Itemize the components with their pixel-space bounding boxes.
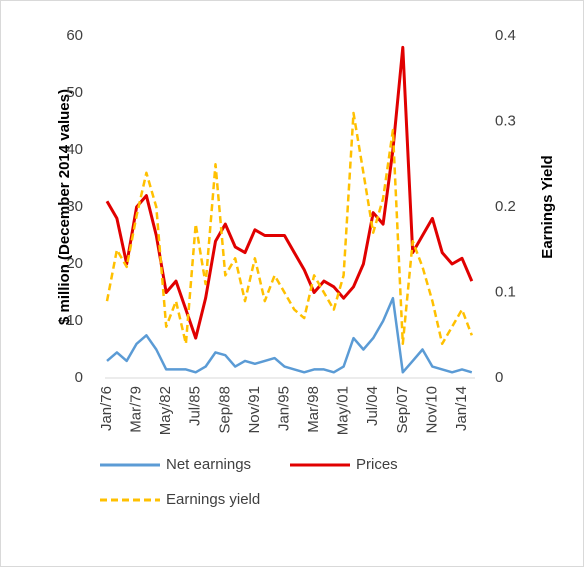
x-tick-label: Jul/04 (364, 386, 381, 426)
x-tick-label: Sep/07 (394, 386, 411, 434)
x-tick-label: Jan/95 (275, 386, 292, 431)
series-line (105, 111, 473, 346)
y-axis-title: $ million (December 2014 values) (56, 89, 73, 325)
series-line (106, 296, 473, 374)
y-tick-label: 60 (66, 27, 83, 44)
y-tick-label: 10 (66, 312, 83, 329)
x-tick-label: Jan/76 (98, 386, 115, 431)
y2-tick-label: 0.4 (495, 27, 516, 44)
y-tick-label: 0 (75, 369, 83, 386)
x-tick-label: Jul/85 (187, 386, 204, 426)
legend-label: Net earnings (166, 456, 251, 473)
y-tick-label: 40 (66, 141, 83, 158)
legend-label: Earnings yield (166, 491, 260, 508)
y2-tick-label: 0.3 (495, 112, 516, 129)
x-tick-label: Nov/91 (246, 386, 263, 434)
x-tick-label: Nov/10 (423, 386, 440, 434)
x-tick-label: May/01 (335, 386, 352, 435)
y2-tick-label: 0 (495, 369, 503, 386)
x-tick-label: May/82 (157, 386, 174, 435)
y-tick-label: 20 (66, 255, 83, 272)
x-tick-label: Sep/88 (216, 386, 233, 434)
series-line (105, 45, 474, 340)
x-tick-label: Jan/14 (453, 386, 470, 431)
legend-label: Prices (356, 456, 398, 473)
y2-tick-label: 0.1 (495, 283, 516, 300)
y-tick-label: 30 (66, 198, 83, 215)
y2-tick-label: 0.2 (495, 198, 516, 215)
x-tick-label: Mar/98 (305, 386, 322, 433)
y2-axis-title: Earnings Yield (539, 155, 556, 258)
x-tick-label: Mar/79 (128, 386, 145, 433)
y-tick-label: 50 (66, 84, 83, 101)
